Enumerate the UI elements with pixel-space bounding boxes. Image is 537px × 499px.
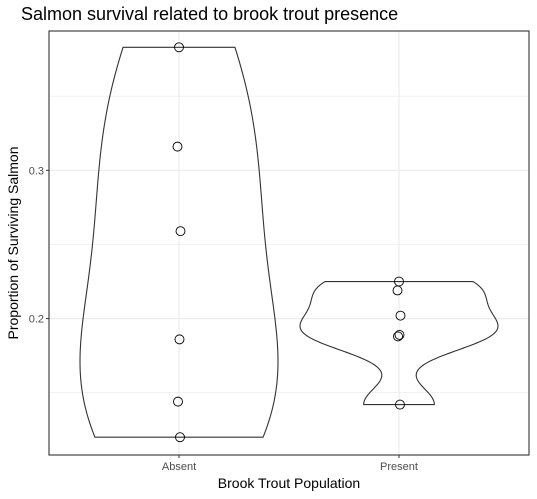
data-point — [393, 331, 403, 342]
y-tick-label: 0.2 — [29, 314, 44, 326]
y-tick-label: 0.3 — [29, 165, 44, 177]
chart-title: Salmon survival related to brook trout p… — [21, 4, 398, 24]
data-point — [173, 396, 183, 407]
plot-area: 0.2 0.3 Absent Present — [29, 30, 530, 473]
panel-border — [48, 30, 530, 456]
data-point — [395, 399, 405, 410]
data-point — [392, 285, 403, 296]
violin-absent — [79, 46, 279, 438]
data-point — [172, 141, 183, 152]
data-point — [175, 432, 185, 443]
violin-present — [299, 281, 499, 406]
x-tick-label: Absent — [162, 461, 196, 473]
data-point — [174, 334, 185, 345]
y-axis-title: Proportion of Surviving Salmon — [5, 147, 21, 340]
x-tick-label: Present — [380, 461, 418, 473]
data-point — [175, 226, 186, 237]
x-axis-title: Brook Trout Population — [218, 475, 360, 491]
data-point — [395, 310, 406, 321]
data-point — [174, 42, 184, 53]
data-point — [394, 329, 405, 340]
